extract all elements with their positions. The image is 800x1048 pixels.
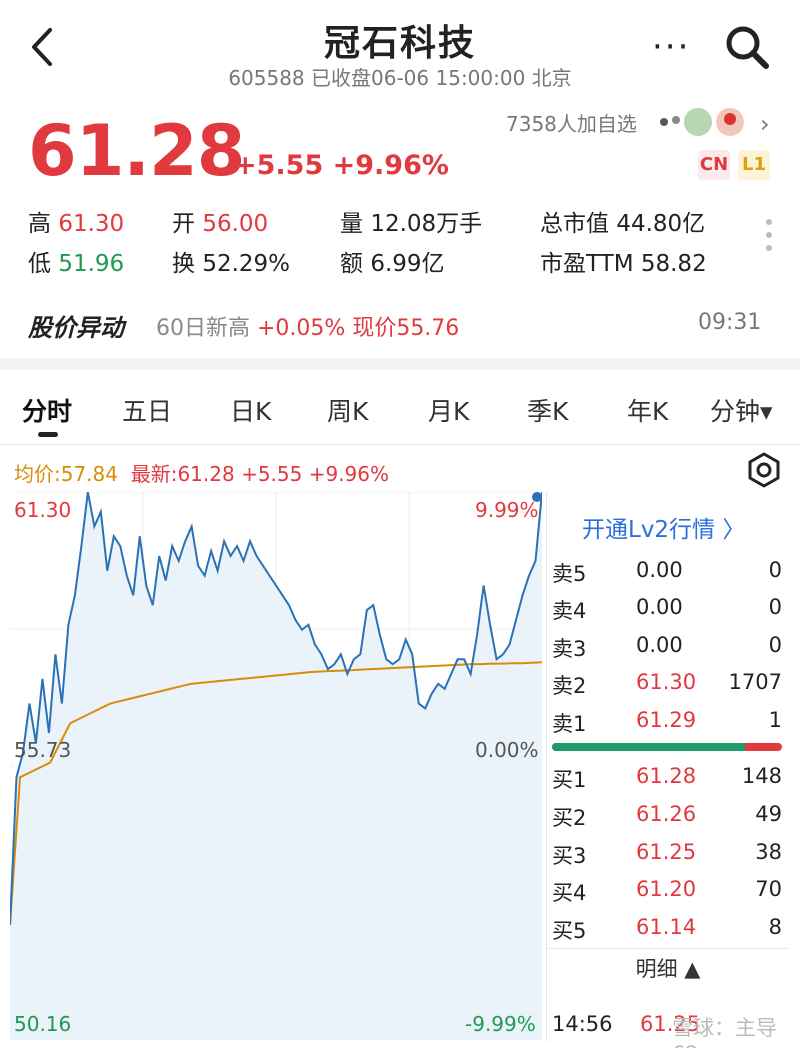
active-tab-indicator: [38, 432, 58, 437]
y-axis-mid-label: 55.73: [14, 738, 72, 762]
stat-market-cap: 总市值 44.80亿: [540, 211, 706, 237]
bid-row-1: 买1 61.28 148: [552, 764, 782, 792]
chevron-right-icon[interactable]: ›: [760, 110, 770, 138]
stat-turnover: 换 52.29%: [172, 251, 291, 277]
avg-price-line: [10, 661, 542, 925]
watchlist-count[interactable]: 7358人加自选: [506, 112, 637, 136]
tabs-divider: [0, 444, 800, 445]
tab-five-day[interactable]: 五日: [122, 397, 173, 426]
stat-amount: 额 6.99亿: [340, 251, 445, 277]
ask-row-3: 卖3 0.00 0: [552, 633, 782, 661]
more-icon[interactable]: ···: [652, 27, 691, 67]
follower-avatars-icon[interactable]: [656, 104, 750, 140]
price-change: +5.55 +9.96%: [234, 150, 449, 181]
pct-axis-mid-label: 0.00%: [475, 738, 539, 762]
tab-intraday[interactable]: 分时: [22, 397, 73, 426]
watermark-text: 雪球：主导62: [672, 1016, 777, 1048]
settings-icon[interactable]: [746, 452, 782, 488]
ask-row-5: 卖5 0.00 0: [552, 558, 782, 586]
page-title: 冠石科技: [323, 23, 476, 64]
tab-monthly-k[interactable]: 月K: [428, 397, 470, 426]
tab-daily-k[interactable]: 日K: [230, 397, 272, 426]
tab-weekly-k[interactable]: 周K: [327, 397, 369, 426]
bid-row-5: 买5 61.14 8: [552, 915, 782, 943]
bid-ratio-fill: [552, 743, 746, 751]
tab-quarterly-k[interactable]: 季K: [527, 397, 569, 426]
tab-yearly-k[interactable]: 年K: [627, 397, 669, 426]
search-icon[interactable]: [722, 22, 772, 72]
last-tick-time: 14:56: [552, 1012, 613, 1036]
bid-row-4: 买4 61.20 70: [552, 877, 782, 905]
latest-price-label: 最新:61.28 +5.55 +9.96%: [130, 462, 390, 486]
bid-row-3: 买3 61.25 38: [552, 840, 782, 868]
price-area-fill: [10, 492, 542, 1040]
chart-info-bar: 均价:57.84 最新:61.28 +5.55 +9.96%: [14, 458, 389, 487]
expand-dots-icon[interactable]: [764, 218, 774, 252]
last-tick-price: 61.25: [640, 1012, 701, 1036]
market-tag-cn: CN: [698, 150, 730, 180]
avg-price-label: 均价:57.84: [14, 462, 118, 486]
orderbook-divider: [546, 492, 547, 1042]
intraday-chart[interactable]: [10, 492, 542, 1040]
tab-minute-dropdown[interactable]: 分钟▾: [710, 397, 773, 426]
price-line: [10, 492, 542, 925]
anomaly-time: 09:31: [698, 310, 762, 335]
current-price: 61.28: [28, 110, 245, 192]
ask-row-2: 卖2 61.30 1707: [552, 670, 782, 698]
anomaly-message[interactable]: 60日新高 +0.05% 现价55.76: [156, 316, 460, 341]
ask-row-1: 卖1 61.29 1: [552, 708, 782, 736]
stat-pe-ttm: 市盈TTM 58.82: [540, 251, 707, 277]
back-icon[interactable]: [22, 22, 62, 72]
last-price-dot: [532, 492, 542, 502]
pct-axis-bottom-label: -9.99%: [465, 1012, 536, 1036]
ask-row-4: 卖4 0.00 0: [552, 595, 782, 623]
stat-high: 高 61.30: [28, 211, 125, 237]
anomaly-title: 股价异动: [28, 314, 124, 342]
y-axis-bottom-label: 50.16: [14, 1012, 72, 1036]
detail-toggle-button[interactable]: 明细 ▲: [548, 948, 788, 988]
stat-open: 开 56.00: [172, 211, 269, 237]
stat-low: 低 51.96: [28, 251, 125, 277]
open-lv2-link[interactable]: 开通Lv2行情 〉: [582, 517, 746, 543]
y-axis-top-label: 61.30: [14, 498, 72, 522]
bid-ask-ratio-bar: [552, 743, 782, 751]
pct-axis-top-label: 9.99%: [475, 498, 539, 522]
stat-volume: 量 12.08万手: [340, 211, 483, 237]
level-tag-l1[interactable]: L1: [738, 150, 770, 180]
section-divider: [0, 358, 800, 370]
bid-row-2: 买2 61.26 49: [552, 802, 782, 830]
status-subtitle: 605588 已收盘06-06 15:00:00 北京: [228, 66, 572, 90]
